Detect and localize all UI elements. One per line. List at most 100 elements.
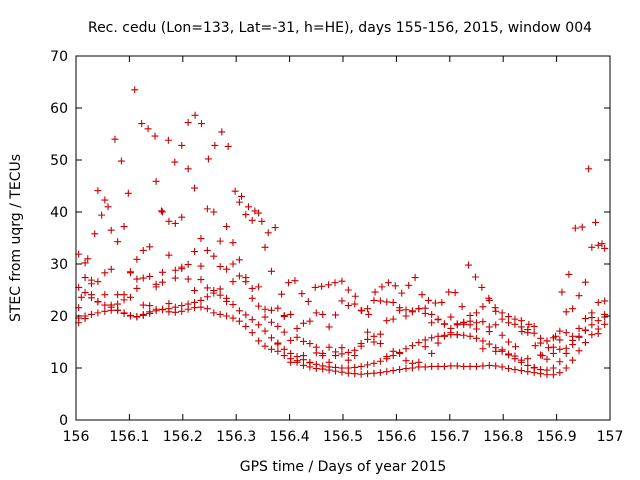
data-point [434,362,442,370]
data-point [94,298,102,306]
x-tick-label: 156.5 [323,429,363,445]
data-point [87,276,95,284]
data-point [471,273,479,281]
y-tick-label: 10 [50,361,68,377]
data-point [203,246,211,254]
data-point [255,337,263,345]
data-point [524,361,532,369]
data-point [229,239,237,247]
data-point [338,277,346,285]
data-point [184,275,192,283]
data-point [139,311,147,319]
data-point [159,278,167,286]
data-point [575,324,583,332]
data-point [204,155,212,163]
y-tick-label: 30 [50,257,68,273]
data-point [594,241,602,249]
data-point [344,364,352,372]
data-point [171,266,179,274]
data-point [159,268,167,276]
data-point [293,324,301,332]
data-point [376,369,384,377]
data-point [146,243,154,251]
data-point [524,326,532,334]
data-point [114,291,122,299]
data-point [434,339,442,347]
data-point [332,311,340,319]
data-point [133,275,141,283]
data-point [229,278,237,286]
data-point [364,370,372,378]
data-point [364,335,372,343]
data-point [126,293,134,301]
data-point [383,368,391,376]
data-point [396,349,404,357]
data-point [164,136,172,144]
data-point [274,304,282,312]
data-point [235,256,243,264]
data-point [364,305,372,313]
data-point [248,316,256,324]
data-point [325,323,333,331]
data-point [203,305,211,313]
data-point [184,261,192,269]
data-point [517,356,525,364]
data-point [473,319,480,327]
data-point [91,230,99,238]
data-point [231,187,239,195]
data-point [594,298,602,306]
data-point [473,362,480,370]
data-point [126,312,134,320]
data-point [505,365,513,373]
data-point [178,302,186,310]
data-point [203,205,211,213]
data-point [107,301,115,309]
data-point [537,339,545,347]
x-tick-label: 156.6 [376,429,416,445]
data-point [415,339,423,347]
data-point [428,319,436,327]
data-point [244,203,252,211]
x-tick-label: 157 [597,429,624,445]
data-point [293,357,301,365]
data-point [581,339,589,347]
data-point [517,367,525,375]
data-point [460,362,468,370]
data-point [357,370,365,378]
data-point [235,272,243,280]
data-point [594,330,602,338]
x-tick-label: 156.1 [109,429,149,445]
data-point [588,243,596,251]
data-point [588,321,596,329]
data-point [498,315,506,323]
x-axis-ticks: 156 156.1 156.2 156.3 156.4 156.5 156.6 156.7 15… [63,56,624,445]
data-point [101,307,109,315]
data-point [421,343,429,351]
data-point [274,322,282,330]
data-point [280,328,288,336]
data-point [492,347,500,355]
data-point [383,353,391,361]
data-point [530,322,538,330]
data-point [191,287,199,295]
data-point [248,329,256,337]
data-point [511,352,519,360]
data-point [178,141,186,149]
data-point [351,292,359,300]
data-point [505,319,513,327]
data-point [525,320,533,328]
data-point [298,290,306,298]
data-point [396,366,404,374]
data-point [389,298,397,306]
data-point [139,301,147,309]
data-point [306,340,314,348]
data-point [184,300,192,308]
data-point [424,296,432,304]
data-point [565,270,573,278]
data-point [197,120,205,128]
data-point [203,284,211,292]
data-point [344,356,352,364]
data-point [485,294,493,302]
data-point [364,328,372,336]
data-point [299,319,307,327]
